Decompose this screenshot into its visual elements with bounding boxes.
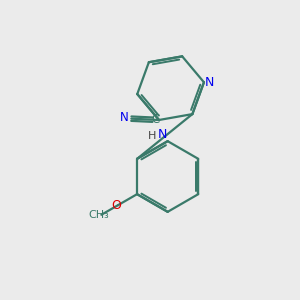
Text: CH₃: CH₃ xyxy=(88,210,109,220)
Text: H: H xyxy=(148,131,157,141)
Text: C: C xyxy=(152,113,160,126)
Text: O: O xyxy=(112,199,122,212)
Text: N: N xyxy=(204,76,214,89)
Text: N: N xyxy=(120,111,129,124)
Text: N: N xyxy=(158,128,167,142)
